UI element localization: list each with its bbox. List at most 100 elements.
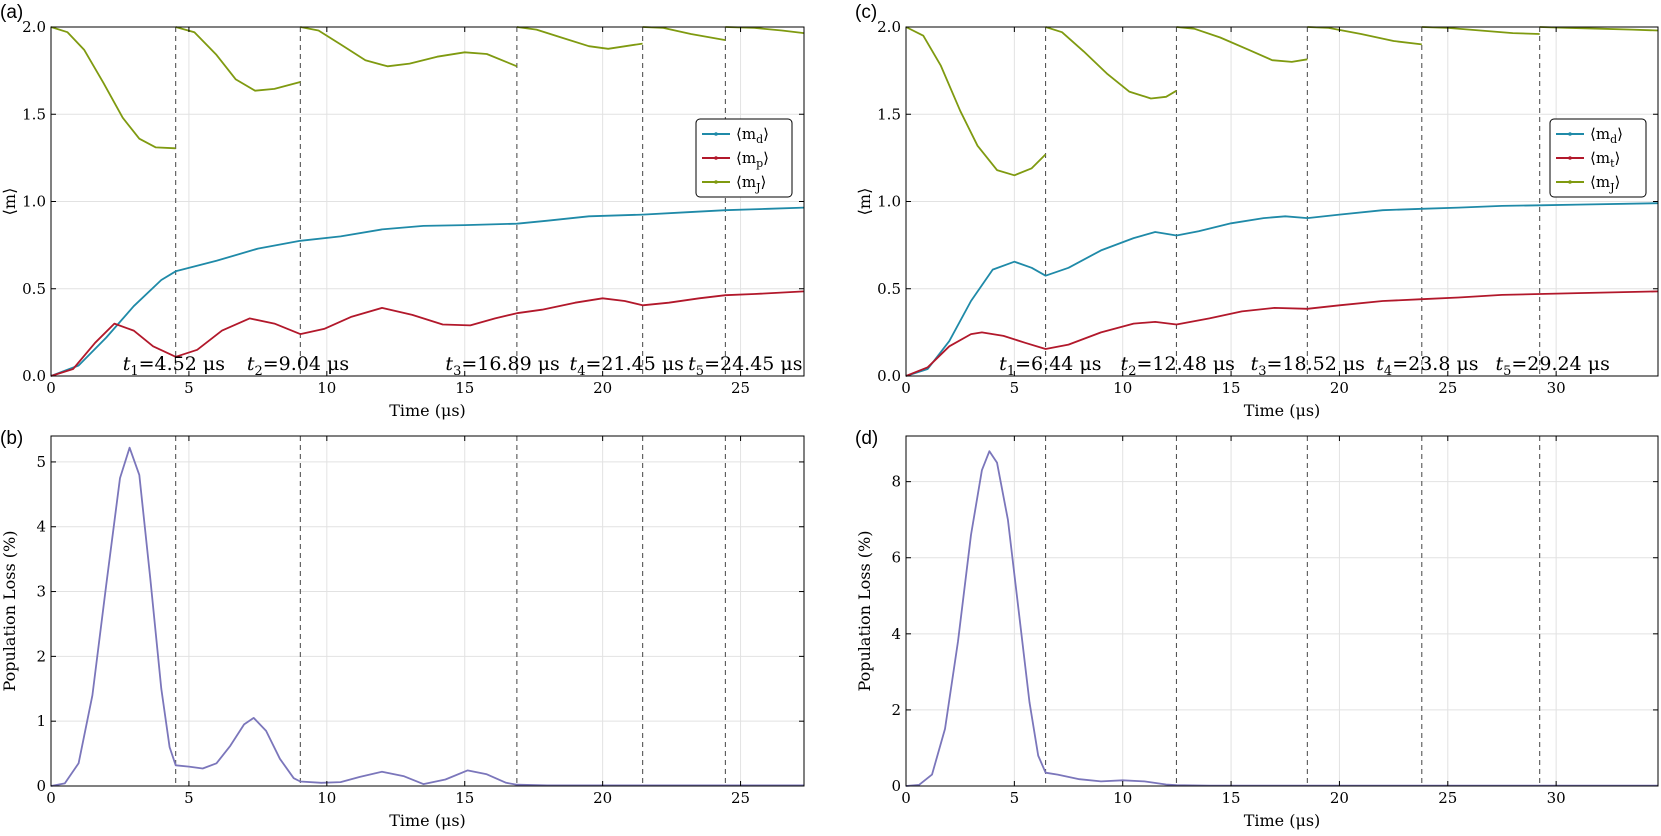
panel-label: (a)	[0, 2, 23, 23]
x-tick-label: 25	[731, 379, 750, 397]
x-tick-label: 10	[317, 789, 336, 807]
y-tick-label: 2.0	[877, 18, 901, 36]
series-line-population-loss	[905, 450, 1658, 787]
legend-marker	[714, 180, 718, 184]
y-tick-label: 0.0	[877, 367, 901, 385]
panel-a: (a) 0 5 10 15 20 25 0.0 0.5 1.0 1.5 2.0 Time (μs) ⟨m⟩…	[0, 2, 805, 420]
series-line-mJ	[642, 26, 726, 41]
series-line-mJ	[1539, 26, 1659, 32]
series-line-mJ	[1421, 26, 1540, 35]
x-tick-label: 15	[455, 379, 474, 397]
x-tick-label: 25	[1438, 379, 1457, 397]
x-tick-label: 15	[1222, 789, 1241, 807]
x-tick-label: 30	[1547, 379, 1566, 397]
legend-box	[695, 118, 793, 198]
legend-label: ⟨md⟩	[1590, 125, 1623, 146]
time-annotation: t1=4.52 μs	[123, 353, 225, 379]
x-tick-label: 5	[184, 789, 194, 807]
y-tick-label: 8	[891, 473, 901, 491]
y-tick-label: 6	[891, 549, 901, 567]
y-tick-label: 0	[36, 777, 46, 795]
x-tick-label: 0	[46, 789, 56, 807]
legend-marker	[1568, 156, 1572, 160]
legend: ⟨md⟩ ⟨mt⟩ ⟨mJ⟩	[1549, 118, 1647, 198]
x-tick-label: 15	[455, 789, 474, 807]
series-line-mp	[50, 290, 805, 377]
axes-frame	[50, 435, 805, 787]
series-line-mJ	[1045, 26, 1177, 100]
series-line-mJ	[1176, 26, 1308, 63]
series-line-md	[50, 206, 805, 377]
x-axis-label: Time (μs)	[1244, 401, 1321, 420]
legend: ⟨md⟩ ⟨mp⟩ ⟨mJ⟩	[695, 118, 793, 198]
legend-marker	[1568, 180, 1572, 184]
series-line-mJ	[50, 26, 176, 150]
legend-marker	[1568, 132, 1572, 136]
y-tick-label: 2.0	[22, 18, 46, 36]
time-annotation: t3=16.89 μs	[445, 353, 559, 379]
x-tick-label: 0	[46, 379, 56, 397]
y-tick-label: 0.5	[877, 280, 901, 298]
legend-label: ⟨mt⟩	[1590, 149, 1620, 170]
x-tick-label: 10	[1113, 789, 1132, 807]
y-tick-label: 1.5	[877, 105, 901, 123]
y-tick-label: 1.0	[877, 193, 901, 211]
series-line-mJ	[725, 26, 805, 34]
y-tick-label: 1.0	[22, 193, 46, 211]
series-line-mJ	[1307, 26, 1422, 46]
y-tick-label: 4	[891, 625, 901, 643]
panel-label: (c)	[855, 2, 877, 23]
y-tick-label: 2	[36, 647, 46, 665]
series-line-mJ	[175, 26, 301, 92]
panel-label: (b)	[0, 428, 23, 449]
y-axis-label: Population Loss (%)	[855, 531, 874, 692]
axes-frame	[905, 435, 1659, 787]
y-tick-label: 3	[36, 583, 46, 601]
x-tick-label: 15	[1222, 379, 1241, 397]
y-tick-label: 4	[36, 518, 46, 536]
x-tick-label: 25	[1438, 789, 1457, 807]
y-tick-label: 0.5	[22, 280, 46, 298]
legend-marker	[714, 156, 718, 160]
x-axis-label: Time (μs)	[389, 401, 466, 420]
x-tick-label: 20	[593, 789, 612, 807]
time-annotation: t3=18.52 μs	[1251, 353, 1365, 379]
x-tick-label: 5	[184, 379, 194, 397]
legend-label: ⟨mJ⟩	[1590, 173, 1620, 194]
legend-label: ⟨mp⟩	[736, 149, 769, 170]
x-axis-label: Time (μs)	[389, 811, 466, 830]
time-annotation: t2=12.48 μs	[1121, 353, 1235, 379]
series-line-mJ	[300, 26, 518, 68]
time-annotation: t2=9.04 μs	[247, 353, 349, 379]
legend-marker	[714, 132, 718, 136]
y-tick-label: 1	[36, 712, 46, 730]
y-tick-label: 0	[891, 777, 901, 795]
y-tick-label: 2	[891, 701, 901, 719]
time-annotation: t5=24.45 μs	[688, 353, 802, 379]
x-tick-label: 20	[1330, 379, 1349, 397]
series-line-population-loss	[50, 446, 804, 787]
time-annotation: t1=6.44 μs	[999, 353, 1101, 379]
panel-b: (b) 0 5 10 15 20 25 0 1 2 3 4 5 Time (μs) Population L…	[0, 428, 805, 830]
y-axis-label: ⟨m⟩	[0, 188, 19, 216]
x-tick-label: 10	[1113, 379, 1132, 397]
series-line-mJ	[516, 26, 643, 50]
x-axis-label: Time (μs)	[1244, 811, 1321, 830]
series-line-mt	[905, 290, 1659, 377]
panel-label: (d)	[855, 428, 878, 449]
legend-label: ⟨mJ⟩	[736, 173, 766, 194]
x-tick-label: 30	[1547, 789, 1566, 807]
x-tick-label: 5	[1010, 379, 1020, 397]
legend-label: ⟨md⟩	[736, 125, 769, 146]
panel-c: (c) 0 5 10 15 20 25 30 0.0 0.5 1.0 1.5 2.0 Time (μs) ⟨…	[855, 2, 1659, 420]
y-tick-label: 1.5	[22, 105, 46, 123]
series-line-mJ	[905, 26, 1047, 177]
y-axis-label: ⟨m⟩	[855, 188, 874, 216]
x-tick-label: 10	[317, 379, 336, 397]
time-annotation: t5=29.24 μs	[1495, 353, 1609, 379]
y-axis-label: Population Loss (%)	[0, 531, 19, 692]
time-annotation: t4=21.45 μs	[570, 353, 684, 379]
y-tick-label: 0.0	[22, 367, 46, 385]
x-tick-label: 20	[1330, 789, 1349, 807]
panel-d: (d) 0 5 10 15 20 25 30 0 2 4 6 8 Time (μs) Population …	[855, 428, 1659, 830]
